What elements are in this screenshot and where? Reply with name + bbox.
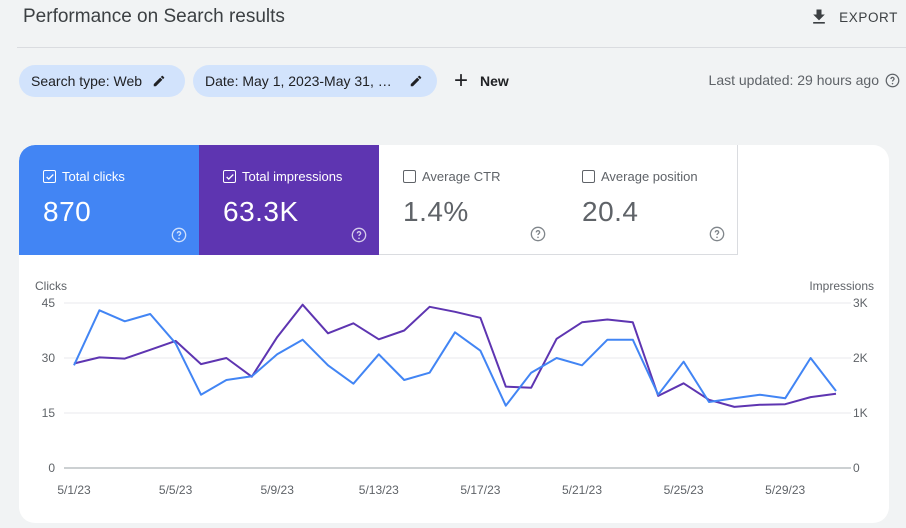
average-ctr-tab[interactable]: Average CTR 1.4% (379, 145, 559, 255)
export-label: EXPORT (839, 9, 898, 25)
x-tick-label: 5/17/23 (460, 483, 500, 497)
y-right-tick-label: 3K (853, 296, 868, 310)
pencil-icon (410, 75, 422, 87)
help-icon[interactable] (885, 73, 900, 88)
total-impressions-label: Total impressions (242, 169, 343, 184)
total-clicks-label: Total clicks (62, 169, 125, 184)
checkbox-checked-icon[interactable] (223, 170, 236, 183)
series-line-clicks[interactable] (73, 309, 837, 407)
total-clicks-value: 870 (43, 196, 92, 227)
average-position-value: 20.4 (582, 196, 639, 227)
series-line-impressions[interactable] (73, 303, 837, 408)
help-icon[interactable] (530, 226, 546, 242)
average-position-label: Average position (601, 169, 698, 184)
download-icon (813, 9, 825, 24)
y-right-tick-label: 0 (853, 461, 860, 475)
y-left-axis-label: Clicks (35, 279, 67, 293)
pencil-icon (153, 75, 165, 87)
y-left-tick-label: 30 (42, 351, 56, 365)
y-right-tick-label: 1K (853, 406, 868, 420)
date-range-label: Date: May 1, 2023-May 31, 2023 (205, 73, 399, 89)
performance-chart[interactable]: Clicks Impressions 0 0 15 1K 30 2K 45 3K 5/1/23 5… (19, 145, 889, 523)
total-impressions-value: 63.3K (223, 196, 299, 227)
y-left-tick-label: 45 (42, 296, 56, 310)
search-type-filter-chip[interactable]: Search type: Web (19, 65, 185, 97)
new-filter-label: New (480, 73, 509, 89)
help-icon[interactable] (709, 226, 725, 242)
help-icon[interactable] (171, 227, 187, 243)
checkbox-checked-icon[interactable] (43, 170, 56, 183)
last-updated-text: Last updated: 29 hours ago (708, 72, 879, 88)
total-impressions-tab[interactable]: Total impressions 63.3K (199, 145, 379, 255)
x-tick-label: 5/25/23 (664, 483, 704, 497)
search-type-label: Search type: Web (31, 73, 143, 89)
x-tick-label: 5/1/23 (57, 483, 91, 497)
total-clicks-tab[interactable]: Total clicks 870 (19, 145, 199, 255)
help-icon[interactable] (351, 227, 367, 243)
average-position-tab[interactable]: Average position 20.4 (558, 145, 738, 255)
new-filter-button[interactable]: + New (454, 68, 509, 94)
x-tick-label: 5/21/23 (562, 483, 602, 497)
checkbox-unchecked-icon[interactable] (403, 170, 416, 183)
y-right-axis-label: Impressions (809, 279, 874, 293)
header-divider (17, 47, 906, 48)
y-left-tick-label: 15 (42, 406, 56, 420)
y-left-tick-label: 0 (48, 461, 55, 475)
export-button[interactable]: EXPORT (809, 5, 898, 29)
average-ctr-label: Average CTR (422, 169, 501, 184)
y-right-tick-label: 2K (853, 351, 868, 365)
last-updated: Last updated: 29 hours ago (709, 72, 900, 88)
checkbox-unchecked-icon[interactable] (582, 170, 595, 183)
average-ctr-value: 1.4% (403, 196, 469, 227)
x-tick-label: 5/9/23 (261, 483, 295, 497)
x-tick-label: 5/5/23 (159, 483, 193, 497)
page-title: Performance on Search results (23, 6, 285, 27)
x-tick-label: 5/13/23 (359, 483, 399, 497)
date-filter-chip[interactable]: Date: May 1, 2023-May 31, 2023 (193, 65, 437, 97)
x-tick-label: 5/29/23 (765, 483, 805, 497)
plus-icon: + (454, 67, 469, 94)
performance-card: Total clicks 870 Total impressions 63.3K… (19, 145, 889, 523)
